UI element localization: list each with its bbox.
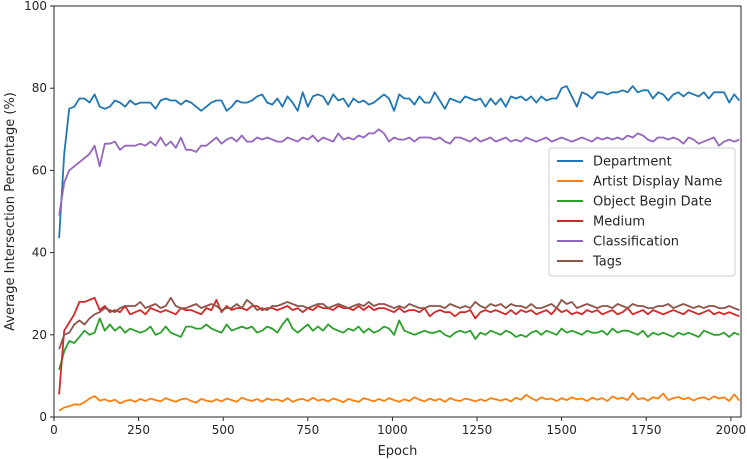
y-tick-label: 80 (32, 81, 47, 95)
x-tick-label: 1500 (546, 423, 577, 437)
x-tick-label: 1250 (462, 423, 493, 437)
x-tick-label: 750 (296, 423, 319, 437)
series-line-1 (58, 392, 740, 412)
x-tick-label: 0 (50, 423, 58, 437)
x-tick-label: 500 (212, 423, 235, 437)
series-line-0 (58, 85, 740, 239)
legend-label: Medium (593, 215, 645, 230)
legend-label: Tags (592, 255, 622, 270)
series-line-4 (58, 128, 740, 216)
plot-lines (58, 85, 740, 412)
x-tick-label: 2000 (716, 423, 747, 437)
x-tick-label: 1750 (631, 423, 662, 437)
x-tick-label: 1000 (377, 423, 408, 437)
y-axis-label: Average Intersection Percentage (%) (3, 92, 18, 331)
x-tick-label: 250 (127, 423, 150, 437)
legend-label: Classification (593, 235, 679, 250)
x-axis-label: Epoch (378, 444, 418, 459)
series-line-2 (58, 317, 740, 370)
y-tick-label: 60 (32, 163, 47, 177)
y-tick-label: 40 (32, 246, 47, 260)
series-line-5 (58, 296, 740, 350)
series-line-3 (58, 296, 740, 395)
legend: Department Artist Display Name Object Begi… (548, 147, 736, 277)
y-tick-label: 20 (32, 328, 47, 342)
legend-label: Artist Display Name (593, 175, 722, 190)
legend-box (548, 147, 736, 277)
legend-label: Object Begin Date (593, 195, 712, 210)
plot-frame (53, 5, 742, 418)
y-tick-label: 100 (24, 0, 47, 13)
legend-label: Department (593, 155, 672, 170)
y-axis: 0 20 40 60 80 100 (24, 0, 54, 424)
x-axis: 0 250 500 750 1000 1250 1500 1750 2000 (50, 417, 746, 437)
y-tick-label: 0 (39, 410, 47, 424)
